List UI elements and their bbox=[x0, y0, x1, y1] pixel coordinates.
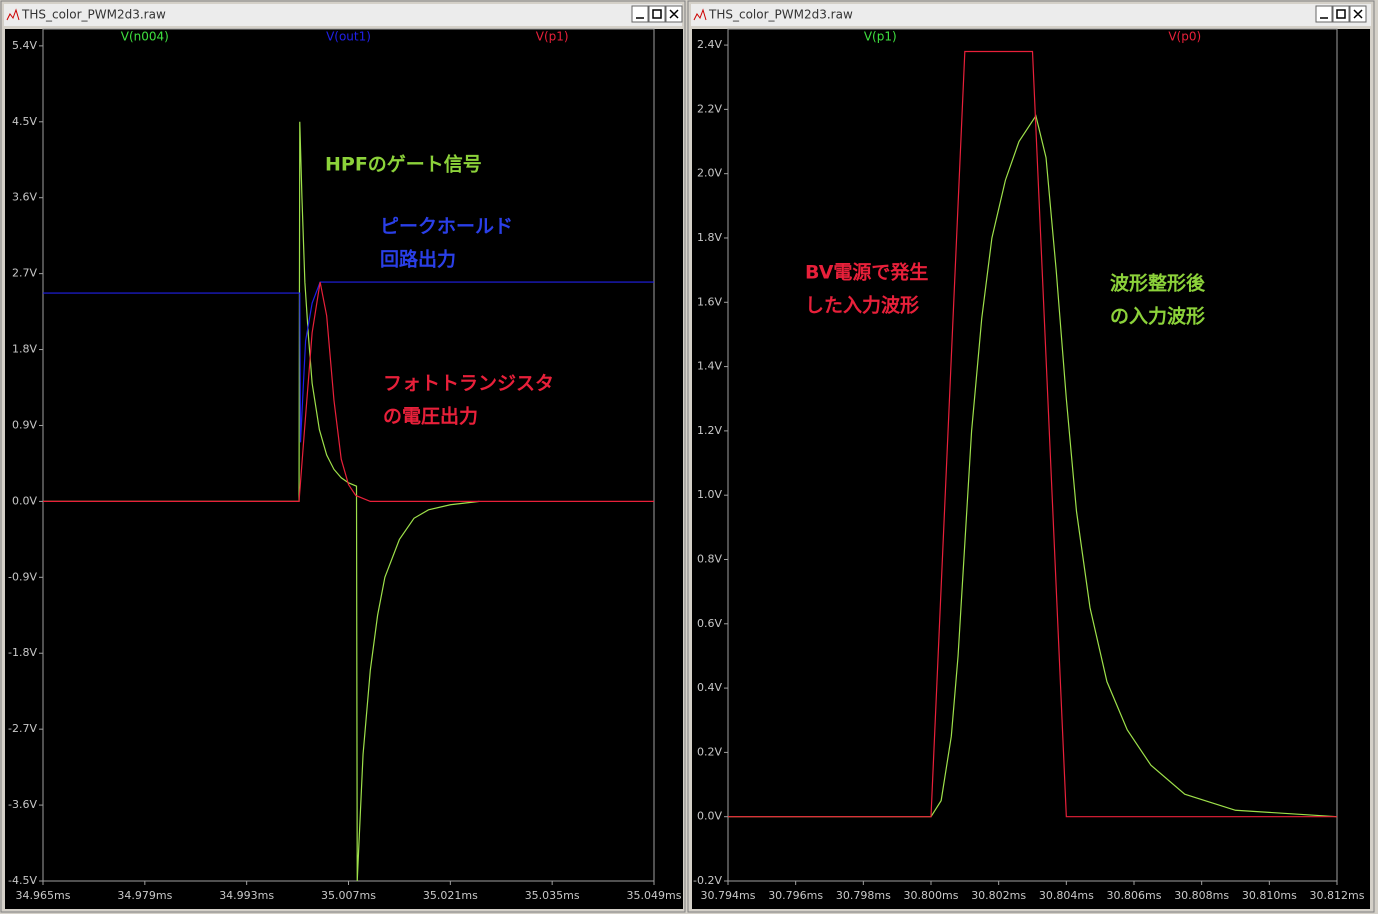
x-tick-label: 30.802ms bbox=[971, 889, 1026, 902]
y-tick-label: 4.5V bbox=[12, 115, 37, 128]
legend-entry: V(p1) bbox=[536, 30, 569, 44]
annotation: 波形整形後 bbox=[1110, 272, 1206, 295]
legend-entry: V(p0) bbox=[1168, 30, 1201, 44]
y-tick-label: -3.6V bbox=[8, 798, 37, 811]
y-tick-label: -1.8V bbox=[8, 646, 37, 659]
y-tick-label: 1.2V bbox=[697, 424, 722, 437]
y-tick-label: 1.8V bbox=[12, 343, 37, 356]
x-tick-label: 30.796ms bbox=[768, 889, 823, 902]
chart: 5.4V 4.5V 3.6V 2.7V 1.8V 0.9V 0.0V -0.9V -1.8V -2… bbox=[8, 28, 682, 902]
x-tick-label: 35.021ms bbox=[423, 889, 478, 902]
x-tick-label: 30.808ms bbox=[1174, 889, 1229, 902]
y-tick-label: 2.7V bbox=[12, 267, 37, 280]
x-tick-label: 34.979ms bbox=[117, 889, 172, 902]
y-tick-label: 1.8V bbox=[697, 231, 722, 244]
annotation: HPFのゲート信号 bbox=[325, 153, 482, 176]
y-tick-label: 0.4V bbox=[697, 681, 722, 694]
series-line bbox=[728, 50, 1337, 818]
annotation: ピークホールド bbox=[380, 216, 513, 238]
x-tick-label: 35.035ms bbox=[525, 889, 580, 902]
y-tick-label: 0.0V bbox=[697, 810, 722, 823]
annotation: した入力波形 bbox=[805, 294, 919, 317]
chart: 2.4V 2.2V 2.0V 1.8V 1.6V 1.4V 1.2V 1.0V 0.8V 0.6V… bbox=[693, 28, 1365, 902]
y-tick-label: 2.0V bbox=[697, 167, 722, 180]
y-tick-label: 0.2V bbox=[697, 745, 722, 758]
button-glyphs bbox=[636, 9, 1363, 19]
annotation: の電圧出力 bbox=[383, 405, 478, 428]
maximize-button[interactable] bbox=[648, 5, 666, 23]
y-tick-label: -4.5V bbox=[8, 874, 37, 887]
x-tick-label: 30.804ms bbox=[1039, 889, 1094, 902]
minimize-button[interactable] bbox=[631, 5, 649, 23]
annotation: フォトトランジスタ bbox=[383, 373, 554, 395]
x-tick-label: 30.810ms bbox=[1242, 889, 1297, 902]
x-tick-label: 34.965ms bbox=[16, 889, 71, 902]
y-tick-label: 0.6V bbox=[697, 617, 722, 630]
y-tick-label: 0.8V bbox=[697, 552, 722, 565]
y-tick-label: -0.2V bbox=[693, 874, 722, 887]
y-tick-label: 2.2V bbox=[697, 102, 722, 115]
x-tick-label: 30.794ms bbox=[701, 889, 756, 902]
annotation: の入力波形 bbox=[1110, 305, 1205, 328]
app-icon bbox=[6, 8, 20, 21]
x-tick-label: 30.812ms bbox=[1310, 889, 1365, 902]
app-icon bbox=[693, 8, 707, 21]
y-tick-label: -2.7V bbox=[8, 722, 37, 735]
title-bar bbox=[4, 4, 682, 26]
legend-entry: V(n004) bbox=[121, 30, 169, 44]
legend-entry: V(p1) bbox=[864, 30, 897, 44]
plot-pane bbox=[692, 29, 1370, 909]
y-tick-label: 5.4V bbox=[12, 39, 37, 52]
y-tick-label: 0.9V bbox=[12, 418, 37, 431]
x-tick-label: 34.993ms bbox=[219, 889, 274, 902]
series-line bbox=[43, 281, 654, 502]
y-tick-label: 0.0V bbox=[12, 494, 37, 507]
y-tick-label: 3.6V bbox=[12, 191, 37, 204]
x-tick-label: 30.806ms bbox=[1107, 889, 1162, 902]
window-title: THS_color_PWM2d3.raw bbox=[708, 8, 853, 22]
window-buttons[interactable] bbox=[631, 5, 1367, 23]
y-tick-label: 1.6V bbox=[697, 295, 722, 308]
x-tick-label: 30.798ms bbox=[836, 889, 891, 902]
annotation: BV電源で発生 bbox=[805, 261, 928, 284]
title-bar bbox=[691, 4, 1371, 26]
x-tick-label: 35.049ms bbox=[627, 889, 682, 902]
y-tick-label: -0.9V bbox=[8, 570, 37, 583]
minimize-button[interactable] bbox=[1315, 5, 1333, 23]
maximize-button[interactable] bbox=[1332, 5, 1350, 23]
y-tick-label: 1.4V bbox=[697, 360, 722, 373]
x-tick-label: 30.800ms bbox=[904, 889, 959, 902]
annotation: 回路出力 bbox=[380, 248, 456, 271]
x-tick-label: 35.007ms bbox=[321, 889, 376, 902]
window-title: THS_color_PWM2d3.raw bbox=[21, 8, 166, 22]
plot-frame bbox=[727, 28, 1338, 882]
legend-entry: V(out1) bbox=[326, 30, 371, 44]
y-tick-label: 2.4V bbox=[697, 38, 722, 51]
y-tick-label: 1.0V bbox=[697, 488, 722, 501]
